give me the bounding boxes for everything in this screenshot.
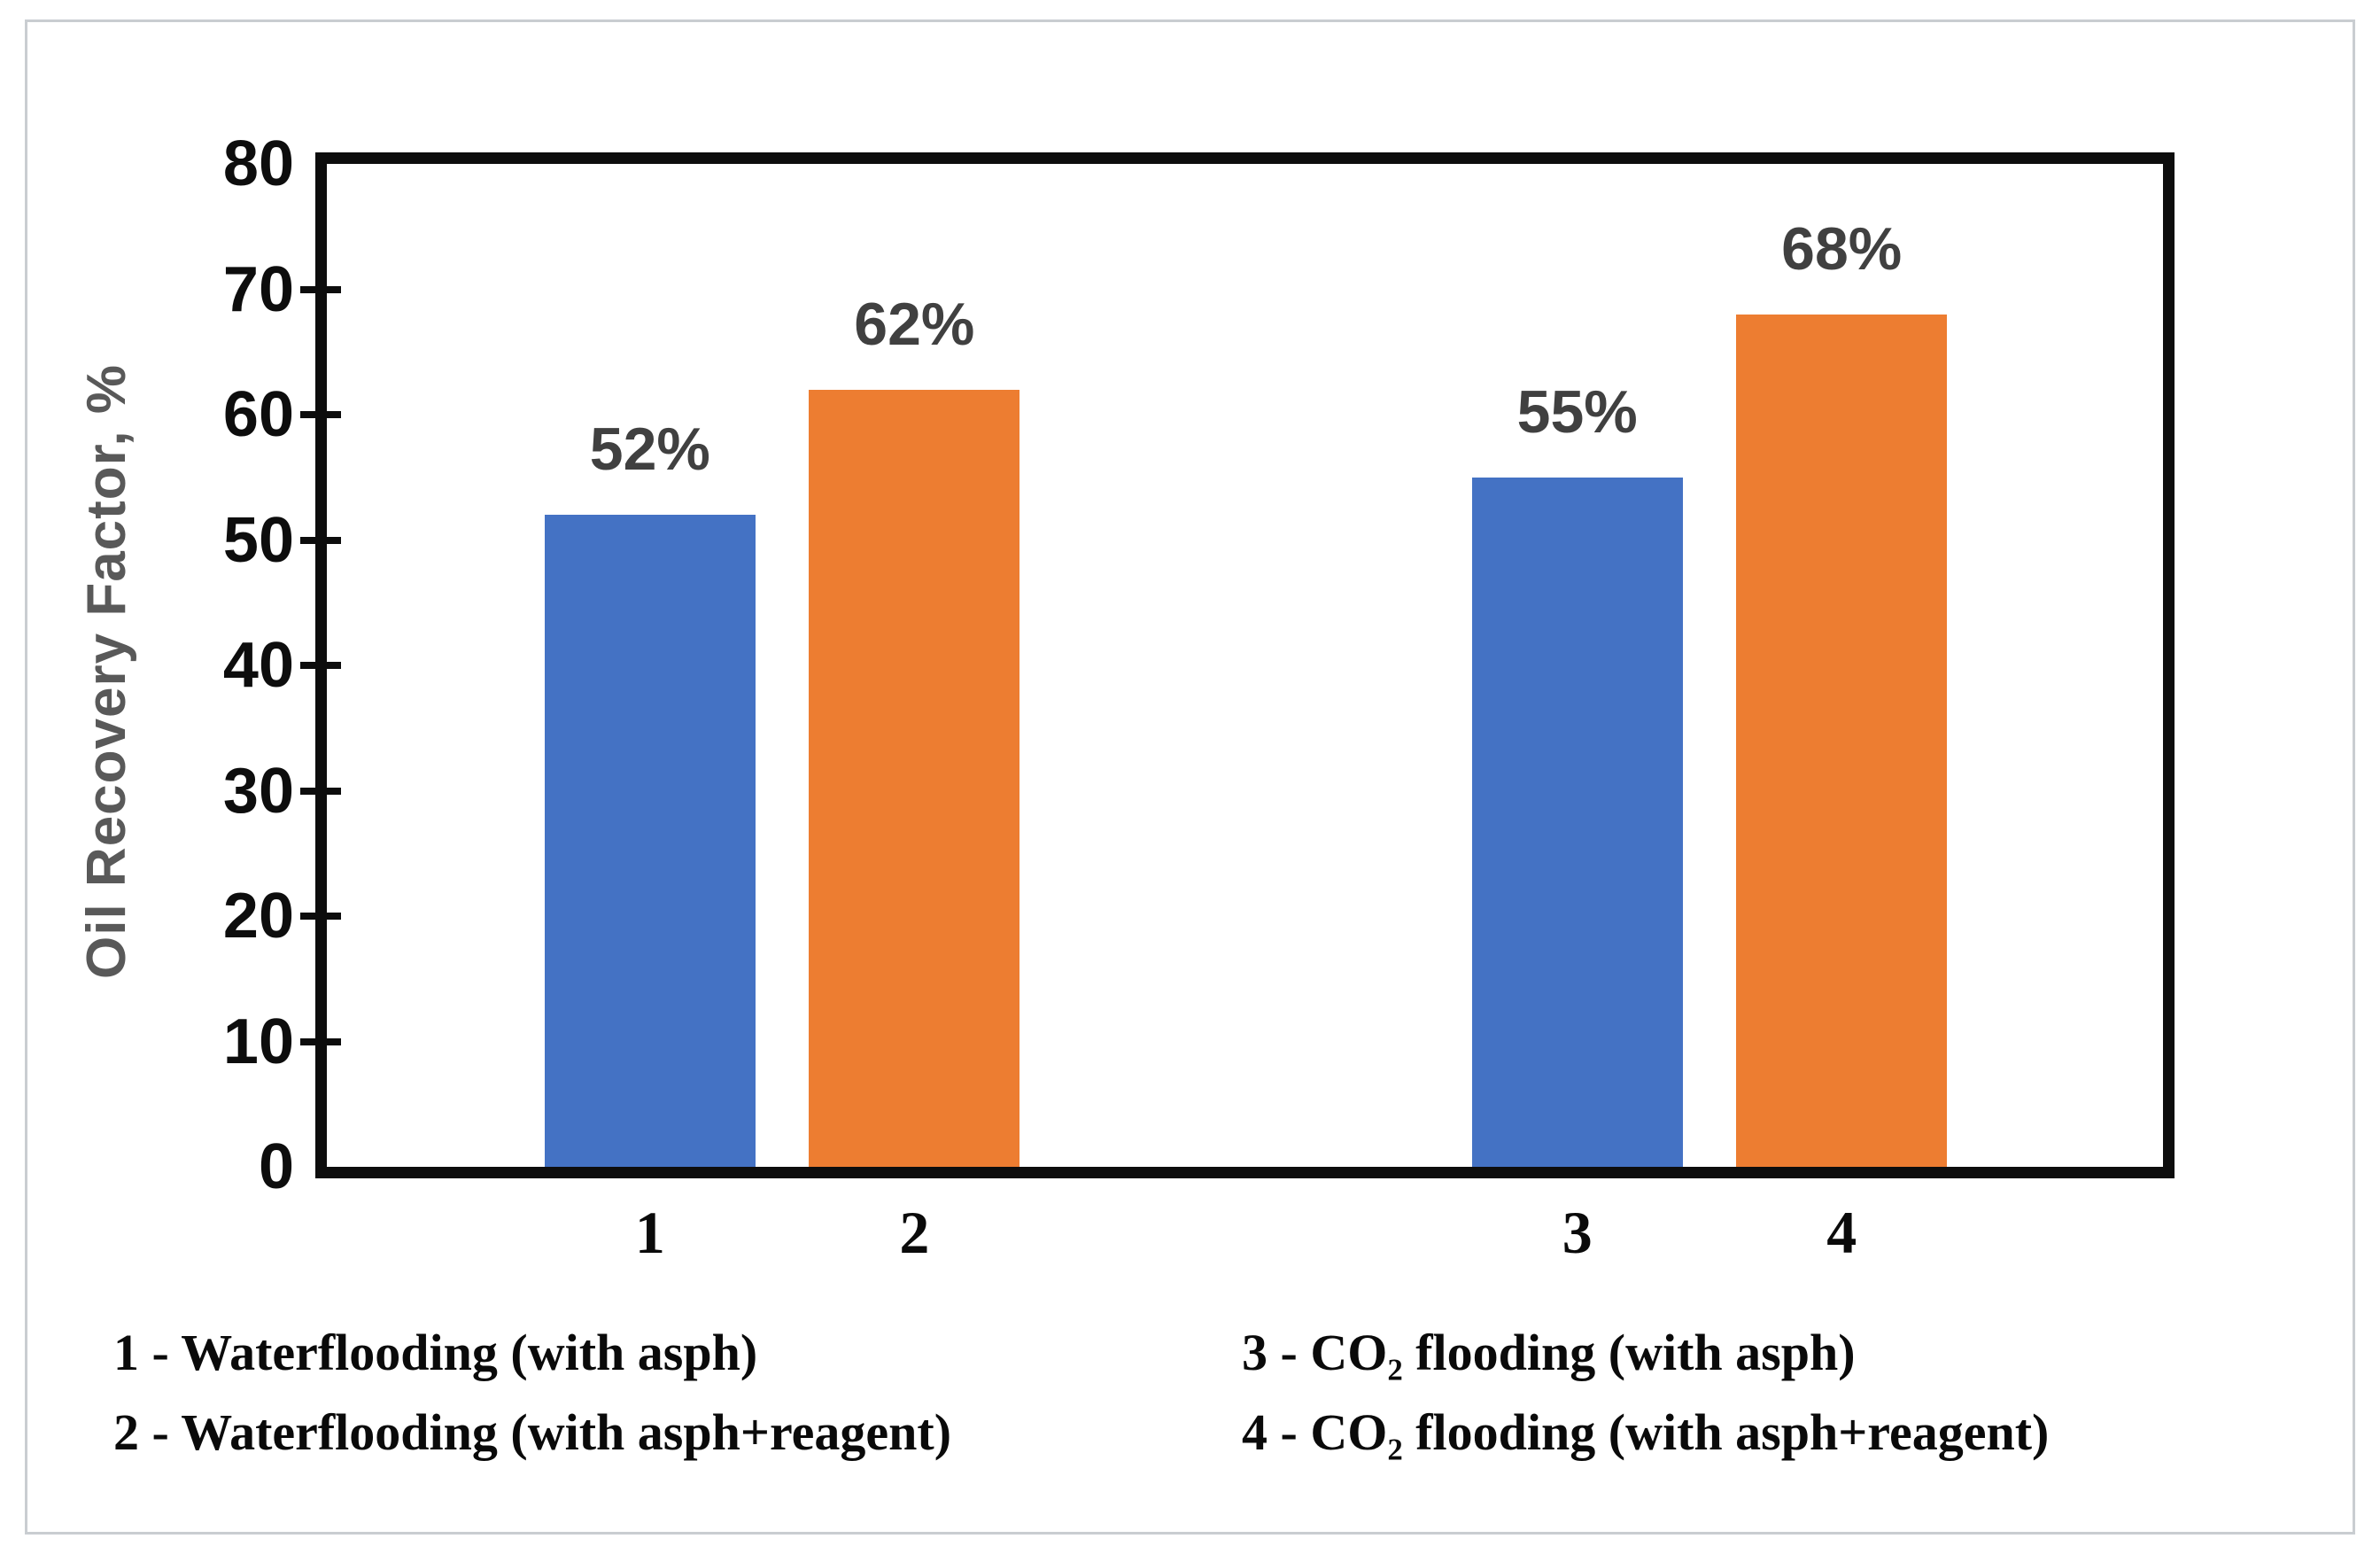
legend-entry-3: 3 - CO₂ flooding (with asph) [1242,1324,1856,1381]
y-tick-label-80: 80 [222,128,294,199]
y-tick-label-0: 0 [258,1131,294,1202]
y-tick-mark-40 [300,662,341,669]
bar-category-1 [544,515,756,1167]
bars-layer: 52% 62% 55% 68% [327,164,2163,1167]
x-category-label-4: 4 [1826,1199,1857,1266]
bar-value-label-4: 68% [1781,214,1903,283]
y-tick-mark-60 [300,411,341,418]
y-tick-label-60: 60 [222,379,294,450]
bar-value-label-3: 55% [1516,377,1638,446]
y-tick-mark-50 [300,536,341,544]
bar-category-2 [809,389,1020,1167]
y-tick-mark-20 [300,913,341,920]
x-category-label-1: 1 [634,1199,665,1266]
y-tick-label-40: 40 [222,630,294,701]
legend-column-co2-flooding: 3 - CO₂ flooding (with asph) 4 - CO₂ flo… [1242,1313,2049,1472]
x-category-label-3: 3 [1562,1199,1593,1266]
y-tick-label-20: 20 [222,881,294,952]
legend-column-waterflooding: 1 - Waterflooding (with asph) 2 - Waterf… [113,1313,951,1472]
bar-value-label-2: 62% [854,290,975,358]
plot-frame: 52% 62% 55% 68% [315,152,2175,1178]
y-tick-mark-70 [300,285,341,293]
legend-entry-2: 2 - Waterflooding (with asph+reagent) [113,1403,952,1461]
y-tick-mark-30 [300,787,341,795]
legend-entry-4: 4 - CO₂ flooding (with asph+reagent) [1242,1403,2050,1461]
legend-entry-1: 1 - Waterflooding (with asph) [113,1324,758,1381]
y-tick-label-50: 50 [222,504,294,576]
y-tick-label-70: 70 [222,253,294,325]
y-tick-mark-10 [300,1037,341,1045]
bar-category-3 [1471,477,1683,1167]
bar-value-label-1: 52% [589,416,710,484]
y-tick-label-30: 30 [222,755,294,827]
x-category-label-2: 2 [899,1199,930,1266]
bar-category-4 [1736,314,1948,1167]
y-tick-label-10: 10 [222,1006,294,1077]
